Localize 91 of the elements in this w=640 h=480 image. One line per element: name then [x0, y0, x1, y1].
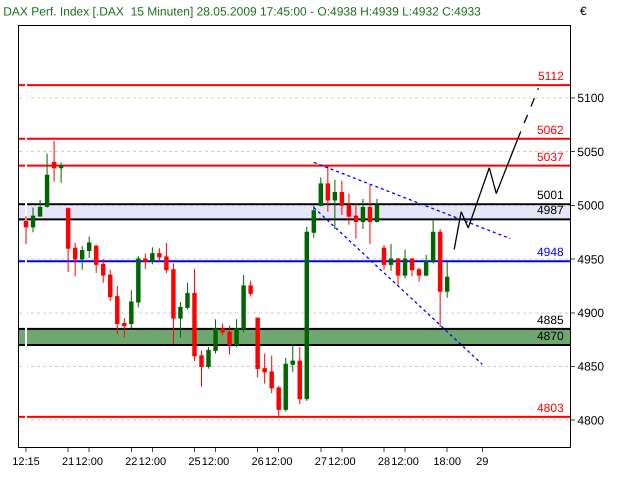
candlestick: [298, 346, 302, 405]
candlestick: [178, 302, 183, 338]
candlestick: [72, 242, 78, 277]
ref-line-label: 5001: [537, 188, 564, 202]
candlestick: [220, 322, 225, 336]
candlestick: [284, 357, 288, 412]
y-tick-label: 5050: [577, 144, 604, 159]
candlestick: [30, 207, 36, 233]
candlestick: [354, 202, 358, 240]
candlestick: [255, 318, 260, 378]
ref-line-label: 4870: [537, 329, 564, 343]
candlestick: [164, 242, 169, 274]
candlestick: [269, 355, 274, 394]
candlestick: [58, 162, 64, 184]
candlestick: [444, 260, 450, 298]
ref-line-label: 4948: [537, 245, 564, 259]
candlestick: [402, 248, 408, 279]
ref-line-label: 4803: [537, 401, 564, 415]
candlestick: [94, 244, 98, 274]
x-tick-label: 28: [378, 456, 390, 468]
x-tick-label: 12:00: [264, 456, 292, 468]
x-tick-label: 18:00: [433, 456, 461, 468]
candlestick: [192, 268, 197, 362]
y-tick-label: 5100: [577, 91, 604, 106]
x-tick-label: 12:00: [202, 456, 230, 468]
candlestick: [262, 353, 267, 384]
candlestick: [129, 290, 134, 330]
candlestick: [122, 318, 127, 338]
candlestick: [150, 246, 155, 265]
candlestick: [206, 346, 211, 370]
candlestick: [66, 207, 70, 272]
x-tick-label: 27: [314, 456, 327, 468]
candlestick: [171, 262, 176, 344]
candlestick: [368, 184, 372, 245]
candlestick: [38, 199, 42, 217]
candlestick: [248, 280, 253, 298]
candlestick: [234, 318, 239, 348]
x-tick-label: 29: [476, 456, 488, 468]
candlestick: [290, 343, 295, 372]
y-axis-title: €: [580, 4, 587, 18]
candlestick: [241, 274, 246, 333]
candlestick: [318, 176, 324, 207]
candlestick: [410, 257, 414, 277]
candlestick: [199, 350, 204, 388]
candlestick: [101, 258, 106, 284]
candlestick: [382, 244, 386, 270]
chart-title: DAX Perf. Index [.DAX 15 Minuten] 28.05.2009 17:45:00 - O:4938 H:4939 L:4932 C:4933: [3, 4, 482, 19]
candlestick: [360, 198, 366, 230]
x-tick-label: 26: [252, 456, 264, 468]
x-tick-label: 12:00: [138, 456, 166, 468]
candlestick: [185, 282, 190, 310]
y-tick-label: 4800: [577, 413, 604, 428]
candlestick: [44, 153, 50, 208]
x-tick-label: 12:00: [328, 456, 356, 468]
candlestick: [374, 198, 380, 224]
candlestick: [430, 220, 436, 264]
x-tick-label: 12:00: [75, 456, 103, 468]
candlestick: [304, 226, 309, 402]
candlestick: [340, 180, 344, 216]
x-tick-label: 22: [125, 456, 138, 468]
candlestick: [424, 254, 428, 277]
ref-line-label: 5037: [537, 150, 564, 164]
candlestick: [332, 179, 338, 230]
ref-line-label: 5062: [537, 123, 564, 137]
ref-line-label: 4987: [537, 203, 564, 217]
candlestick: [416, 267, 422, 282]
candlestick: [227, 325, 232, 356]
candlestick: [143, 253, 148, 270]
candlestick: [24, 216, 28, 245]
y-tick-label: 4900: [577, 306, 604, 320]
ref-line-label: 5112: [538, 69, 564, 83]
candlestick: [108, 269, 112, 302]
candlestick: [80, 246, 84, 270]
y-tick-label: 4950: [577, 252, 604, 266]
x-tick-label: 25: [188, 456, 201, 468]
candlestick: [388, 244, 394, 272]
candlestick: [115, 285, 120, 335]
candlestick: [157, 248, 162, 263]
candlestick: [438, 228, 442, 328]
x-tick-label: 12:00: [391, 456, 419, 468]
candlestick: [312, 204, 316, 238]
candlestick: [346, 193, 352, 226]
ref-line-label: 4885: [537, 313, 564, 327]
candlestick: [136, 255, 141, 308]
y-tick-label: 5000: [577, 198, 604, 213]
y-tick-label: 4850: [577, 360, 604, 374]
x-tick-label: 21: [62, 456, 74, 468]
candlestick: [86, 236, 92, 258]
x-tick-label: 12:15: [12, 456, 40, 468]
candlestick: [213, 318, 218, 354]
candlestick: [396, 257, 400, 286]
